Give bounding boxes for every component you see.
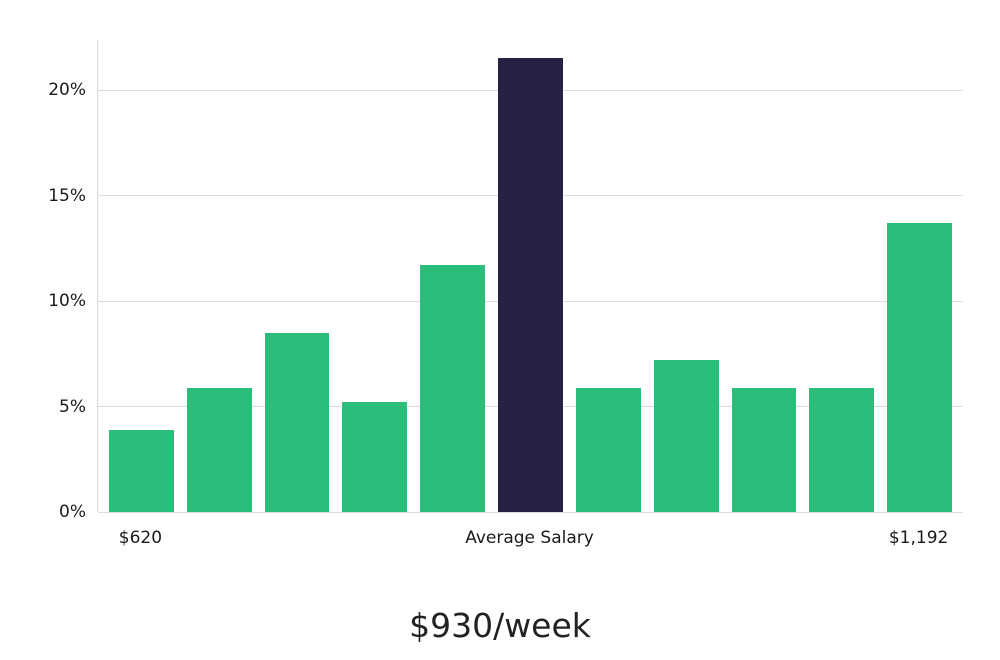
- x-tick-label: $1,192: [888, 528, 949, 548]
- gridline: [98, 511, 963, 513]
- bar: [342, 402, 408, 512]
- bar: [264, 332, 330, 512]
- bar: [653, 360, 719, 512]
- x-tick-label: $620: [118, 528, 163, 548]
- y-tick-label: 0%: [59, 502, 86, 522]
- bar: [731, 387, 797, 512]
- bar: [109, 429, 174, 512]
- chart-title: $930/week: [409, 606, 591, 645]
- bar: [575, 387, 641, 512]
- y-tick-label: 20%: [48, 80, 86, 100]
- y-tick-label: 5%: [59, 396, 86, 417]
- bar: [186, 387, 252, 512]
- y-tick-label: 10%: [48, 291, 86, 311]
- bar: [420, 265, 486, 512]
- x-tick-label: Average Salary: [465, 528, 594, 548]
- bar: [887, 222, 952, 512]
- plot-area: [97, 40, 963, 513]
- average-salary-bar: [498, 58, 563, 512]
- y-tick-label: 15%: [48, 185, 86, 206]
- bar: [809, 387, 875, 512]
